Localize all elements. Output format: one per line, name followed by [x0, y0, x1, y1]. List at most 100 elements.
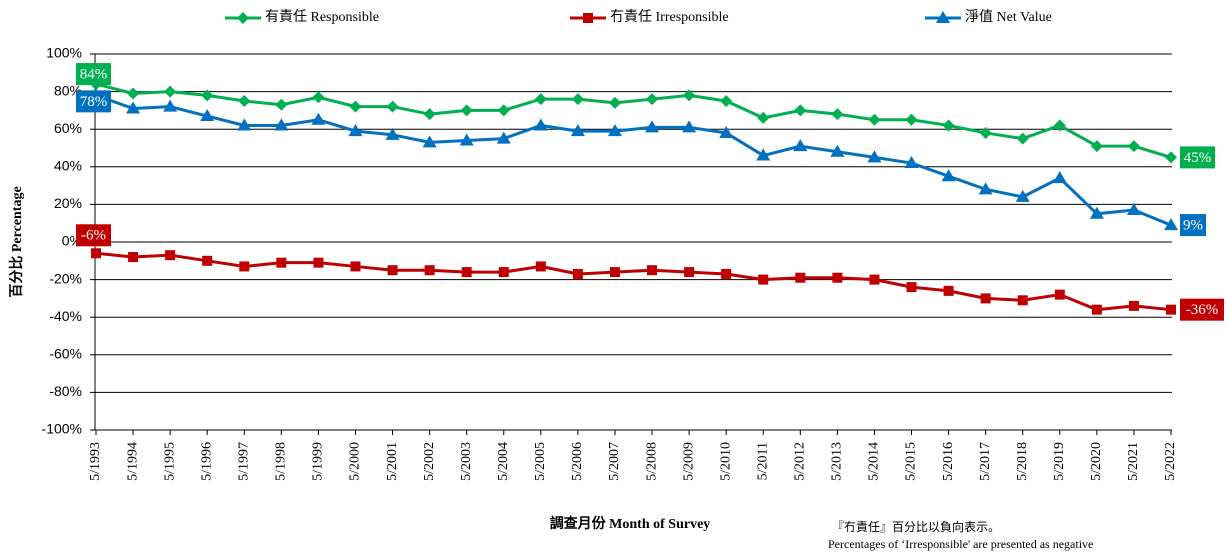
- marker: [202, 255, 213, 266]
- y-tick-label: -60%: [49, 346, 82, 362]
- x-tick-label: 5/2010: [718, 442, 733, 481]
- marker: [237, 118, 252, 131]
- marker: [164, 85, 177, 98]
- marker: [535, 261, 546, 272]
- marker: [645, 120, 660, 133]
- marker: [422, 135, 437, 148]
- data-label: 9%: [1183, 218, 1203, 234]
- marker: [1127, 140, 1140, 153]
- marker: [165, 250, 176, 261]
- marker: [1053, 119, 1066, 132]
- x-tick-label: 5/1993: [88, 442, 103, 481]
- marker: [608, 96, 621, 109]
- x-tick-label: 5/2018: [1015, 442, 1030, 481]
- note: 『冇責任』百分比以負向表示。: [832, 519, 1000, 534]
- marker: [980, 293, 991, 304]
- marker: [647, 265, 658, 276]
- marker: [1164, 218, 1178, 231]
- marker: [607, 124, 622, 137]
- marker: [386, 100, 399, 113]
- marker: [570, 124, 585, 137]
- marker: [1126, 203, 1141, 216]
- marker: [201, 89, 214, 102]
- marker: [906, 282, 917, 293]
- x-tick-label: 5/2022: [1163, 442, 1178, 481]
- x-tick-label: 5/2014: [867, 442, 882, 481]
- marker: [163, 99, 178, 112]
- marker: [1128, 300, 1139, 311]
- marker: [683, 89, 696, 102]
- marker: [943, 285, 954, 296]
- marker: [387, 265, 398, 276]
- marker: [978, 182, 993, 195]
- x-tick-label: 5/2004: [496, 442, 511, 481]
- series-line: [95, 82, 1172, 159]
- x-tick-label: 5/2015: [904, 442, 919, 481]
- marker: [534, 93, 547, 106]
- marker: [498, 267, 509, 278]
- x-tick-label: 5/1998: [274, 442, 289, 481]
- marker: [312, 91, 325, 104]
- marker: [719, 125, 734, 138]
- x-tick-label: 5/2009: [681, 442, 696, 481]
- marker: [831, 108, 844, 121]
- data-label-box: [76, 63, 111, 86]
- data-label: 45%: [1184, 150, 1212, 166]
- data-label-box: [76, 224, 111, 247]
- data-label-box: [1180, 214, 1206, 237]
- y-tick-label: 100%: [46, 45, 82, 61]
- legend-label: 淨值 Net Value: [965, 9, 1052, 25]
- marker: [200, 109, 215, 122]
- data-label: 84%: [80, 67, 108, 83]
- x-tick-label: 5/1997: [236, 442, 251, 481]
- data-label-box: [1180, 298, 1224, 321]
- x-tick-label: 5/2006: [570, 442, 585, 481]
- marker: [126, 101, 141, 114]
- legend-label: 有責任 Responsible: [265, 9, 379, 25]
- marker: [1165, 151, 1177, 164]
- marker: [868, 113, 881, 126]
- x-tick-label: 5/2002: [422, 442, 437, 481]
- marker: [238, 95, 251, 107]
- x-tick-label: 5/2011: [755, 442, 770, 480]
- marker: [979, 126, 992, 139]
- marker: [682, 120, 697, 133]
- marker: [869, 274, 880, 285]
- x-tick-label: 5/1994: [125, 442, 140, 481]
- marker: [832, 272, 843, 283]
- marker: [942, 119, 955, 132]
- marker: [128, 252, 139, 263]
- marker: [941, 169, 956, 182]
- marker: [424, 265, 435, 276]
- marker: [1089, 206, 1104, 219]
- marker: [1052, 171, 1067, 184]
- marker: [127, 87, 140, 100]
- marker: [533, 118, 548, 131]
- series-line: [95, 251, 1172, 312]
- marker: [572, 268, 583, 279]
- marker: [423, 108, 436, 121]
- marker: [794, 104, 807, 117]
- marker: [758, 274, 769, 285]
- marker: [720, 95, 733, 107]
- y-tick-label: -20%: [49, 270, 82, 286]
- y-tick-label: 20%: [54, 195, 82, 211]
- data-label: -6%: [81, 228, 106, 244]
- marker: [609, 267, 620, 278]
- marker: [905, 113, 918, 126]
- marker: [497, 104, 510, 117]
- data-label-box: [76, 90, 111, 113]
- marker: [684, 267, 695, 278]
- x-tick-label: 5/1996: [199, 442, 214, 481]
- note: Percentages of ‘Irresponsible' are prese…: [828, 537, 1093, 551]
- marker: [1017, 295, 1028, 306]
- marker: [274, 118, 289, 131]
- marker: [348, 124, 363, 137]
- marker: [867, 150, 882, 163]
- series-line: [95, 93, 1172, 227]
- marker: [646, 93, 659, 106]
- x-tick-label: 5/1999: [311, 442, 326, 481]
- y-tick-label: -100%: [42, 421, 82, 437]
- marker: [756, 148, 771, 161]
